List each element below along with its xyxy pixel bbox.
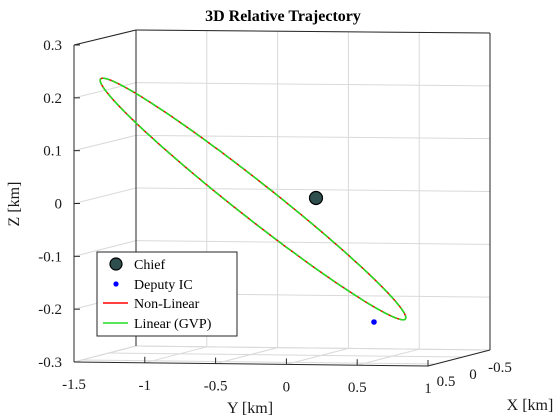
grid-line [136, 346, 490, 350]
box-top-left-edge [74, 30, 136, 45]
legend-deputy-label: Deputy IC [134, 278, 193, 293]
z-tick-label: 0 [55, 197, 63, 213]
x-tick-label: 0.5 [437, 374, 456, 390]
legend-non-linear-label: Non-Linear [134, 297, 200, 312]
grid-line [136, 83, 490, 86]
x-axis-line [428, 350, 490, 366]
z-tick-label: 0.1 [43, 144, 62, 160]
y-axis-label: Y [km] [227, 400, 273, 417]
x-axis-label: X [km] [507, 397, 554, 414]
grid-line [136, 135, 490, 138]
z-tick-label: -0.1 [38, 249, 62, 265]
y-tick-label: -1 [139, 378, 152, 394]
y-tick-label: -0.5 [204, 379, 228, 395]
chief-marker [310, 192, 323, 205]
grid-line [136, 188, 490, 192]
y-tick-label: 0.5 [348, 380, 367, 396]
x-tick-label: -0.5 [488, 360, 512, 376]
grid-line [109, 353, 463, 357]
legend-chief-label: Chief [134, 258, 165, 273]
y-tick-label: -1.5 [62, 377, 86, 393]
y-tick-label: 1 [424, 381, 432, 397]
z-tick-label: 0.3 [43, 38, 62, 54]
x-tick-label: 0 [469, 367, 477, 383]
legend-linear-label: Linear (GVP) [134, 317, 212, 332]
grid-line [74, 135, 136, 150]
x-tick-labels: -0.5 0 0.5 [437, 360, 512, 390]
legend-deputy-icon [113, 281, 118, 286]
legend-chief-icon [110, 258, 122, 270]
z-tick-label: -0.3 [38, 355, 62, 371]
grid-line [74, 188, 136, 204]
box-top-back-edge [136, 30, 490, 33]
z-axis-label: Z [km] [6, 182, 23, 227]
grid-line [136, 241, 490, 245]
deputy-ic-marker [371, 319, 377, 325]
grid-line [82, 360, 436, 364]
legend: Chief Deputy IC Non-Linear Linear (GVP) [97, 252, 237, 336]
y-axis-line [74, 362, 428, 366]
z-tick-label: 0.2 [43, 91, 62, 107]
z-tick-label: -0.2 [38, 302, 62, 318]
y-tick-label: 0 [283, 379, 291, 395]
chart-title: 3D Relative Trajectory [205, 8, 361, 25]
